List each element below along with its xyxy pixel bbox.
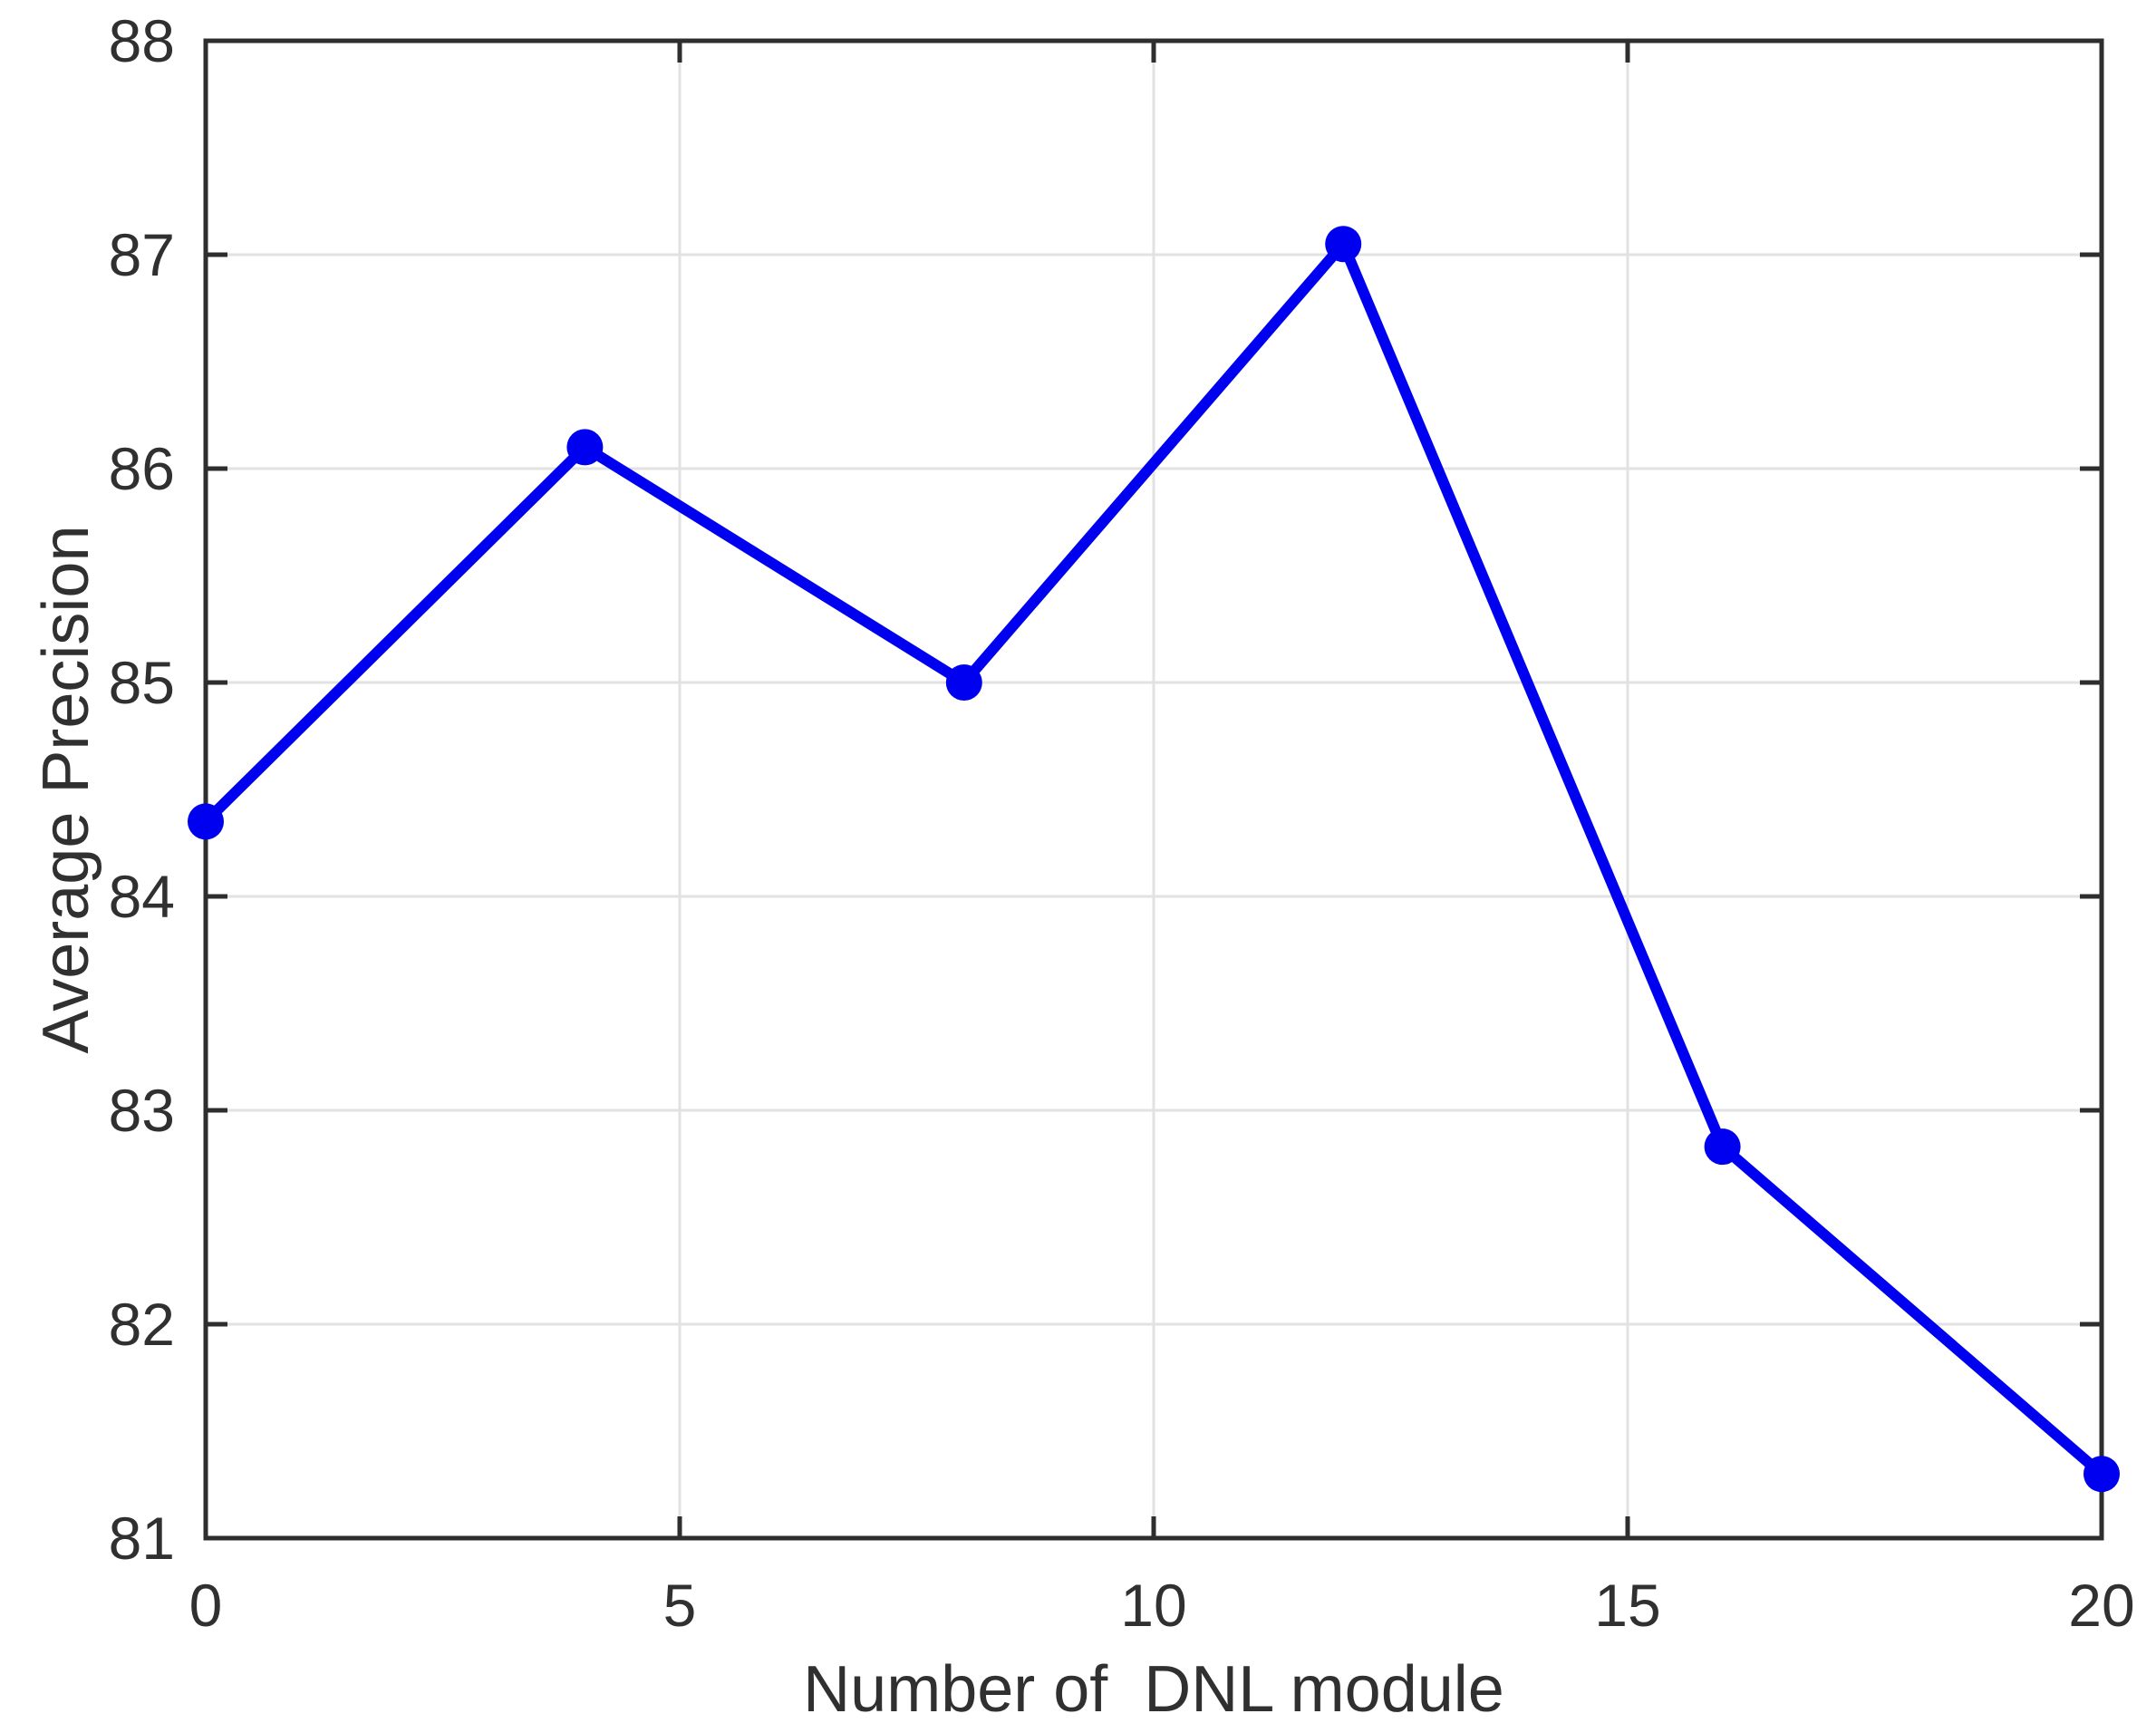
plot-box (203, 38, 2104, 1541)
data-point (2083, 1456, 2120, 1493)
data-point (188, 803, 224, 840)
data-point (1325, 226, 1362, 263)
data-point (1704, 1128, 1741, 1166)
y-tick-label: 87 (109, 221, 175, 288)
y-tick-label: 83 (109, 1077, 175, 1144)
y-tick-label: 82 (109, 1291, 175, 1358)
data-point (945, 664, 982, 701)
y-tick-labels: 81 82 83 84 85 86 87 88 (109, 7, 175, 1572)
y-tick-label: 85 (109, 649, 175, 716)
x-tick-labels: 0 5 10 15 20 (189, 1572, 2135, 1639)
x-tick-label: 15 (1594, 1572, 1660, 1639)
x-tick-label: 5 (663, 1572, 697, 1639)
y-axis-label: Average Precision (30, 526, 102, 1054)
grid-layer (204, 39, 2103, 1540)
x-tick-label: 20 (2068, 1572, 2134, 1639)
series-line (200, 238, 2107, 1480)
x-axis-label: Number of DNL module (803, 1653, 1504, 1726)
marker-layer (188, 226, 2120, 1493)
y-tick-label: 84 (109, 863, 175, 930)
x-tick-label: 0 (189, 1572, 223, 1639)
y-tick-label: 88 (109, 7, 175, 74)
data-point (566, 429, 604, 466)
y-tick-label: 81 (109, 1505, 175, 1572)
y-tick-label: 86 (109, 435, 175, 502)
x-tick-label: 10 (1120, 1572, 1186, 1639)
